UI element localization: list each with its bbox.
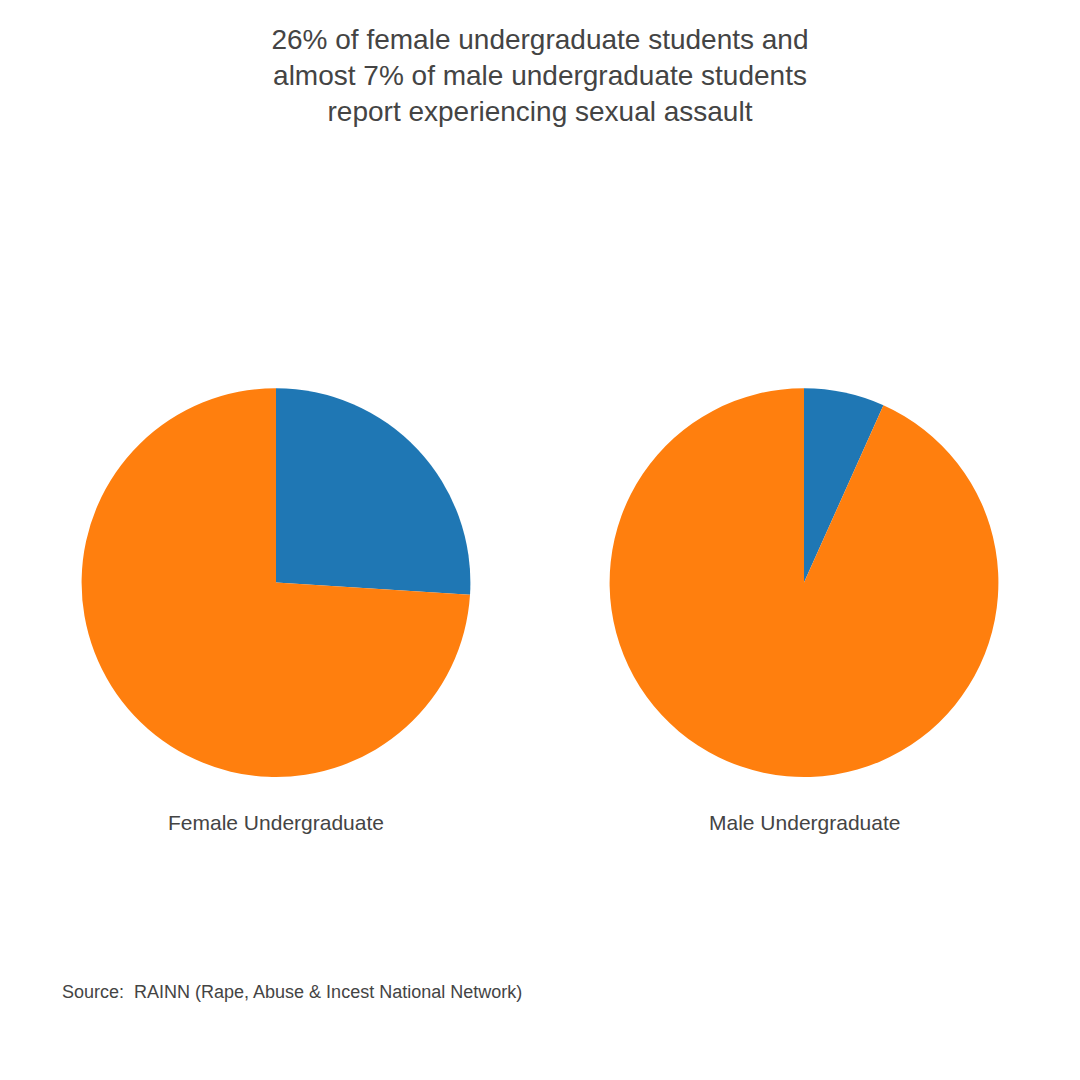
svg-text:Male Undergraduate: Male Undergraduate bbox=[709, 811, 900, 834]
svg-text:Source: RAINN (Rape, Abuse &: Source: RAINN (Rape, Abuse & Incest Nati… bbox=[62, 982, 522, 1002]
svg-text:Female Undergraduate: Female Undergraduate bbox=[168, 811, 384, 834]
svg-text:26% of female undergraduate st: 26% of female undergraduate students and… bbox=[271, 24, 808, 128]
